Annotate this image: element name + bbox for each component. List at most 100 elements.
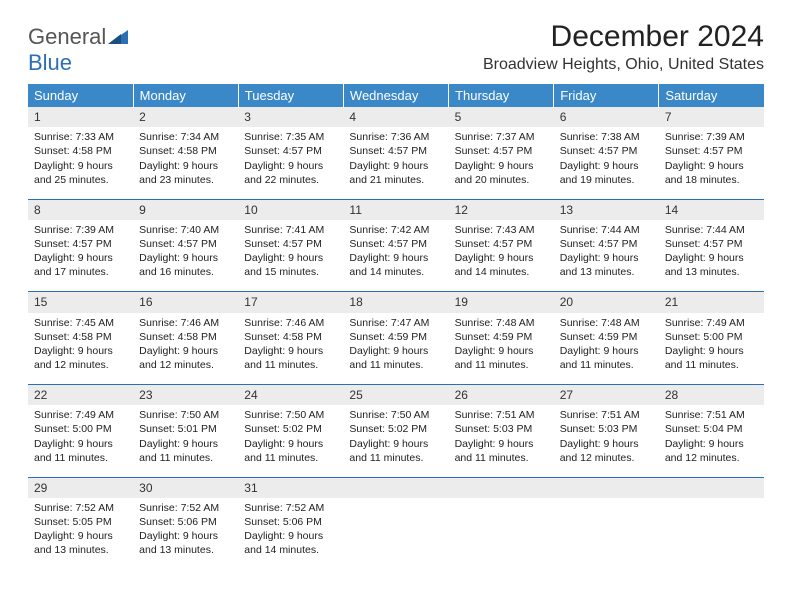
weekday-header: Friday	[554, 84, 659, 107]
calendar-body: 1234567Sunrise: 7:33 AMSunset: 4:58 PMDa…	[28, 107, 764, 570]
day-cell: Sunrise: 7:39 AMSunset: 4:57 PMDaylight:…	[28, 220, 133, 292]
sunrise-value: 7:36 AM	[391, 131, 430, 143]
sunset-label: Sunset:	[665, 238, 704, 250]
sunset-value: 5:02 PM	[283, 423, 322, 435]
sunrise-label: Sunrise:	[455, 317, 496, 329]
day-content-row: Sunrise: 7:45 AMSunset: 4:58 PMDaylight:…	[28, 313, 764, 385]
sunrise-label: Sunrise:	[349, 409, 390, 421]
sunrise-label: Sunrise:	[349, 317, 390, 329]
day-number: 27	[554, 385, 659, 406]
sunset-label: Sunset:	[139, 238, 178, 250]
day-cell: Sunrise: 7:43 AMSunset: 4:57 PMDaylight:…	[449, 220, 554, 292]
day-number: 29	[28, 477, 133, 498]
day-number: 21	[659, 292, 764, 313]
day-cell: Sunrise: 7:42 AMSunset: 4:57 PMDaylight:…	[343, 220, 448, 292]
sunset-label: Sunset:	[455, 238, 494, 250]
sunset-value: 4:58 PM	[283, 331, 322, 343]
day-number: 17	[238, 292, 343, 313]
day-number: 4	[343, 107, 448, 127]
day-number: 14	[659, 199, 764, 220]
sunrise-label: Sunrise:	[560, 317, 601, 329]
day-number: 8	[28, 199, 133, 220]
day-number: 10	[238, 199, 343, 220]
sunrise-value: 7:41 AM	[286, 224, 325, 236]
sunrise-value: 7:49 AM	[75, 409, 114, 421]
sunrise-value: 7:46 AM	[181, 317, 220, 329]
day-cell: Sunrise: 7:49 AMSunset: 5:00 PMDaylight:…	[659, 313, 764, 385]
daynum-row: 1234567	[28, 107, 764, 127]
sunrise-label: Sunrise:	[139, 317, 180, 329]
sunrise-label: Sunrise:	[665, 224, 706, 236]
sunset-label: Sunset:	[34, 331, 73, 343]
sunrise-label: Sunrise:	[34, 131, 75, 143]
daylight-label: Daylight:	[244, 160, 288, 172]
day-cell	[343, 498, 448, 570]
sunrise-value: 7:34 AM	[181, 131, 220, 143]
sunrise-label: Sunrise:	[244, 224, 285, 236]
day-number: 6	[554, 107, 659, 127]
day-cell: Sunrise: 7:52 AMSunset: 5:06 PMDaylight:…	[238, 498, 343, 570]
daylight-label: Daylight:	[139, 530, 183, 542]
sunrise-value: 7:39 AM	[75, 224, 114, 236]
sunrise-value: 7:44 AM	[706, 224, 745, 236]
header: GeneralBlue December 2024 Broadview Heig…	[28, 20, 764, 76]
logo: GeneralBlue	[28, 20, 128, 76]
daylight-label: Daylight:	[665, 252, 709, 264]
day-cell: Sunrise: 7:37 AMSunset: 4:57 PMDaylight:…	[449, 127, 554, 199]
sunrise-value: 7:48 AM	[496, 317, 535, 329]
sunset-label: Sunset:	[560, 331, 599, 343]
daylight-label: Daylight:	[349, 438, 393, 450]
day-cell	[659, 498, 764, 570]
sunrise-value: 7:38 AM	[601, 131, 640, 143]
day-cell: Sunrise: 7:52 AMSunset: 5:05 PMDaylight:…	[28, 498, 133, 570]
sunset-value: 4:59 PM	[388, 331, 427, 343]
sunrise-label: Sunrise:	[560, 131, 601, 143]
daylight-label: Daylight:	[455, 160, 499, 172]
daylight-label: Daylight:	[34, 345, 78, 357]
sunrise-value: 7:45 AM	[75, 317, 114, 329]
day-cell: Sunrise: 7:35 AMSunset: 4:57 PMDaylight:…	[238, 127, 343, 199]
sunset-label: Sunset:	[665, 145, 704, 157]
sunset-value: 4:59 PM	[598, 331, 637, 343]
logo-general: General	[28, 24, 106, 49]
sunrise-value: 7:47 AM	[391, 317, 430, 329]
sunrise-value: 7:48 AM	[601, 317, 640, 329]
sunrise-label: Sunrise:	[34, 317, 75, 329]
day-number	[343, 477, 448, 498]
day-number: 3	[238, 107, 343, 127]
daylight-label: Daylight:	[560, 252, 604, 264]
day-number: 31	[238, 477, 343, 498]
day-number: 23	[133, 385, 238, 406]
daylight-label: Daylight:	[139, 252, 183, 264]
sunrise-label: Sunrise:	[34, 409, 75, 421]
sunset-value: 4:57 PM	[283, 145, 322, 157]
weekday-header: Saturday	[659, 84, 764, 107]
sunrise-label: Sunrise:	[455, 224, 496, 236]
daylight-label: Daylight:	[139, 345, 183, 357]
daylight-label: Daylight:	[560, 160, 604, 172]
day-cell: Sunrise: 7:47 AMSunset: 4:59 PMDaylight:…	[343, 313, 448, 385]
day-number: 1	[28, 107, 133, 127]
sunset-value: 4:57 PM	[388, 238, 427, 250]
day-number: 13	[554, 199, 659, 220]
sunset-label: Sunset:	[455, 331, 494, 343]
day-number: 12	[449, 199, 554, 220]
sunrise-label: Sunrise:	[665, 409, 706, 421]
sunrise-label: Sunrise:	[560, 224, 601, 236]
day-number: 19	[449, 292, 554, 313]
sunrise-value: 7:49 AM	[706, 317, 745, 329]
day-content-row: Sunrise: 7:49 AMSunset: 5:00 PMDaylight:…	[28, 405, 764, 477]
day-cell: Sunrise: 7:46 AMSunset: 4:58 PMDaylight:…	[133, 313, 238, 385]
day-number: 2	[133, 107, 238, 127]
day-number: 15	[28, 292, 133, 313]
day-cell: Sunrise: 7:44 AMSunset: 4:57 PM Daylight:…	[659, 220, 764, 292]
sunrise-label: Sunrise:	[455, 131, 496, 143]
sunset-label: Sunset:	[349, 331, 388, 343]
sunset-label: Sunset:	[244, 145, 283, 157]
sunset-value: 4:57 PM	[703, 238, 742, 250]
sunset-label: Sunset:	[34, 516, 73, 528]
day-number: 9	[133, 199, 238, 220]
day-number: 20	[554, 292, 659, 313]
sunrise-label: Sunrise:	[244, 409, 285, 421]
sunset-value: 5:03 PM	[598, 423, 637, 435]
